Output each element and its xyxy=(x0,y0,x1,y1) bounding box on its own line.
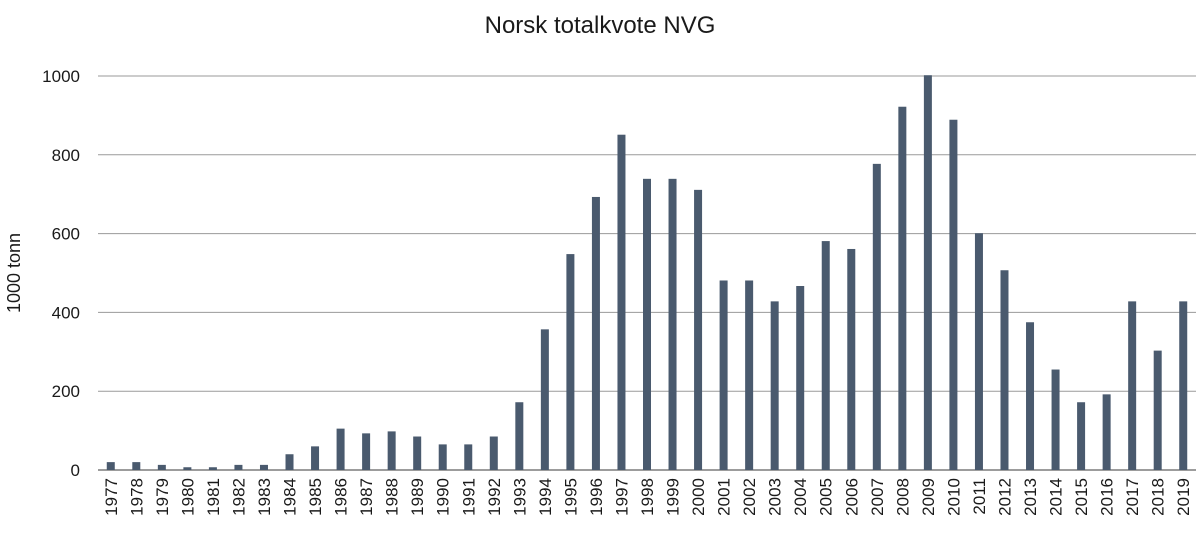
x-tick-label: 1978 xyxy=(127,478,146,516)
bar-2013 xyxy=(1026,322,1035,470)
bar-1993 xyxy=(515,402,524,470)
bar-2008 xyxy=(898,106,907,471)
bar-1987 xyxy=(362,433,371,470)
x-tick-label: 1977 xyxy=(102,478,121,516)
bar-2007 xyxy=(872,163,881,470)
x-tick-label: 2003 xyxy=(766,478,785,516)
bar-2010 xyxy=(949,119,958,470)
y-tick-label: 600 xyxy=(52,225,80,244)
bar-2000 xyxy=(694,189,703,470)
bar-1994 xyxy=(540,329,549,470)
bar-2011 xyxy=(974,233,983,470)
bar-2017 xyxy=(1128,301,1137,470)
x-tick-label: 1984 xyxy=(281,478,300,516)
bar-2015 xyxy=(1077,402,1086,470)
x-tick-label: 1989 xyxy=(408,478,427,516)
x-tick-label: 1991 xyxy=(459,478,478,516)
bar-1998 xyxy=(643,178,651,471)
bar-2004 xyxy=(796,286,805,470)
bar-1989 xyxy=(413,436,422,470)
x-tick-label: 1995 xyxy=(561,478,580,516)
y-tick-label: 400 xyxy=(52,303,80,322)
bar-1986 xyxy=(336,428,345,470)
x-tick-label: 2002 xyxy=(740,478,759,516)
bar-1978 xyxy=(132,462,141,470)
bar-1988 xyxy=(387,431,396,470)
bar-2003 xyxy=(770,301,779,470)
x-tick-label: 2016 xyxy=(1098,478,1117,516)
x-tick-label: 2004 xyxy=(791,478,810,516)
bar-1982 xyxy=(234,464,243,470)
x-axis-ticks: 1977 1978 1979 1980 1981 1982 1983 1984 1985 1986… xyxy=(102,478,1193,516)
bar-2006 xyxy=(847,248,856,470)
bar-2005 xyxy=(821,241,830,470)
bar-2002 xyxy=(745,280,754,470)
x-tick-label: 1993 xyxy=(510,478,529,516)
x-tick-label: 2018 xyxy=(1149,478,1168,516)
x-tick-label: 1981 xyxy=(204,478,223,516)
x-tick-label: 2019 xyxy=(1174,478,1193,516)
x-tick-label: 2006 xyxy=(842,478,861,516)
bar-2012 xyxy=(1000,270,1009,470)
bar-1995 xyxy=(566,254,575,470)
bar-1997 xyxy=(617,134,626,470)
x-tick-label: 2001 xyxy=(715,478,734,516)
x-tick-label: 1996 xyxy=(587,478,606,516)
bar-1984 xyxy=(285,454,294,470)
x-tick-label: 2010 xyxy=(944,478,963,516)
bar-1983 xyxy=(259,464,268,470)
x-tick-label: 2008 xyxy=(893,478,912,516)
bar-2009 xyxy=(923,75,932,470)
bar-1990 xyxy=(438,444,447,470)
bar-2014 xyxy=(1051,369,1060,470)
x-tick-label: 1987 xyxy=(357,478,376,516)
x-tick-label: 2017 xyxy=(1123,478,1142,516)
x-tick-label: 1985 xyxy=(306,478,325,516)
x-tick-label: 1982 xyxy=(229,478,248,516)
x-tick-label: 2011 xyxy=(970,478,989,515)
bar-1992 xyxy=(489,436,498,470)
x-tick-label: 2009 xyxy=(919,478,938,516)
x-tick-label: 1992 xyxy=(485,478,504,516)
bar-1977 xyxy=(106,462,115,470)
x-tick-label: 1999 xyxy=(664,478,683,516)
chart-title: Norsk totalkvote NVG xyxy=(484,12,716,39)
x-tick-label: 1986 xyxy=(332,478,351,516)
bar-1996 xyxy=(591,196,600,470)
x-tick-label: 2014 xyxy=(1047,478,1066,516)
x-tick-label: 1997 xyxy=(612,478,631,516)
bar-1991 xyxy=(464,444,473,470)
bar-2016 xyxy=(1102,394,1111,470)
x-tick-label: 2012 xyxy=(995,478,1014,516)
bar-2018 xyxy=(1153,350,1162,470)
bar-1979 xyxy=(157,464,166,470)
x-tick-label: 1983 xyxy=(255,478,274,516)
bars xyxy=(106,75,1188,471)
y-tick-label: 200 xyxy=(52,382,80,401)
y-tick-label: 1000 xyxy=(42,67,80,86)
bar-1985 xyxy=(311,446,320,470)
bar-2019 xyxy=(1179,301,1188,470)
y-tick-label: 0 xyxy=(71,461,80,480)
y-axis-label: 1000 tonn xyxy=(4,233,24,313)
x-tick-label: 2007 xyxy=(868,478,887,516)
y-tick-label: 800 xyxy=(52,146,80,165)
x-tick-label: 2015 xyxy=(1072,478,1091,516)
bar-1999 xyxy=(668,178,677,471)
x-tick-label: 2005 xyxy=(817,478,836,516)
bar-1981 xyxy=(208,467,217,470)
x-tick-label: 1990 xyxy=(434,478,453,516)
x-tick-label: 1998 xyxy=(638,478,657,516)
y-axis-ticks: 0 200 400 600 800 1000 xyxy=(42,67,80,480)
x-tick-label: 2000 xyxy=(689,478,708,516)
x-tick-label: 1988 xyxy=(383,478,402,516)
x-tick-label: 1979 xyxy=(153,478,172,516)
x-tick-label: 1994 xyxy=(536,478,555,516)
x-tick-label: 1980 xyxy=(178,478,197,516)
bar-2001 xyxy=(719,280,728,470)
bar-1980 xyxy=(183,467,192,470)
x-tick-label: 2013 xyxy=(1021,478,1040,516)
